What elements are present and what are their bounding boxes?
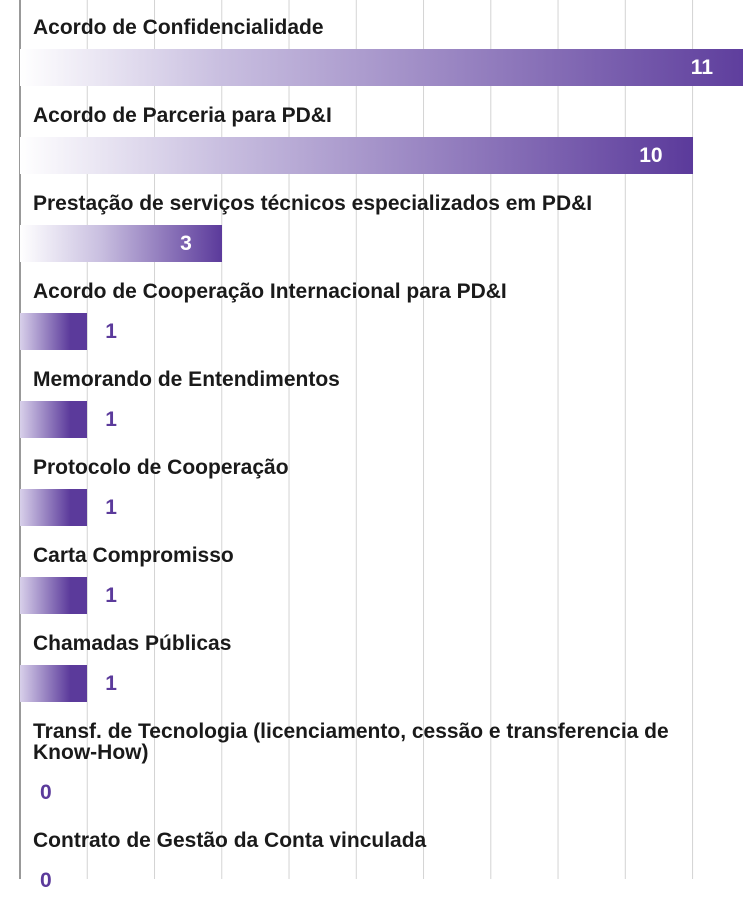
value-label: 0 (40, 869, 52, 892)
bar-row: 0 (0, 772, 743, 813)
bar-row: 10 (0, 135, 743, 176)
value-label: 0 (40, 781, 52, 804)
bar-row: 1 (0, 575, 743, 616)
category-label: Contrato de Gestão da Conta vinculada (33, 829, 427, 852)
value-label: 1 (105, 496, 117, 519)
bar (20, 665, 88, 702)
bar (20, 137, 693, 174)
bar-row: 3 (0, 223, 743, 264)
bar (20, 225, 222, 262)
category-label: Transf. de Tecnologia (licenciamento, ce… (33, 720, 669, 764)
value-label: 1 (105, 672, 117, 695)
bar (20, 313, 88, 350)
category-label: Acordo de Cooperação Internacional para … (33, 280, 507, 303)
value-label: 3 (180, 232, 192, 255)
bar (20, 577, 88, 614)
bar-row: 1 (0, 311, 743, 352)
category-label: Prestação de serviços técnicos especiali… (33, 192, 593, 215)
value-label: 10 (639, 144, 663, 167)
category-label: Acordo de Parceria para PD&I (33, 104, 332, 127)
category-label: Chamadas Públicas (33, 632, 232, 655)
bar (20, 401, 88, 438)
bar-row: 1 (0, 399, 743, 440)
page: Acordo de Confidencialidade 11 Acordo de P… (19, 0, 743, 892)
bar-row: 1 (0, 663, 743, 704)
bar-row: 11 (0, 47, 743, 88)
bar (20, 49, 743, 86)
category-label: Memorando de Entendimentos (33, 368, 340, 391)
category-label: Acordo de Confidencialidade (33, 16, 324, 39)
value-label: 1 (105, 408, 117, 431)
value-label: 11 (690, 56, 713, 79)
bar-row: 1 (0, 487, 743, 528)
bar (20, 489, 88, 526)
value-label: 1 (105, 584, 117, 607)
category-label: Protocolo de Cooperação (33, 456, 289, 479)
category-label: Carta Compromisso (33, 544, 234, 567)
bar-row: 0 (0, 860, 743, 901)
value-label: 1 (105, 320, 117, 343)
